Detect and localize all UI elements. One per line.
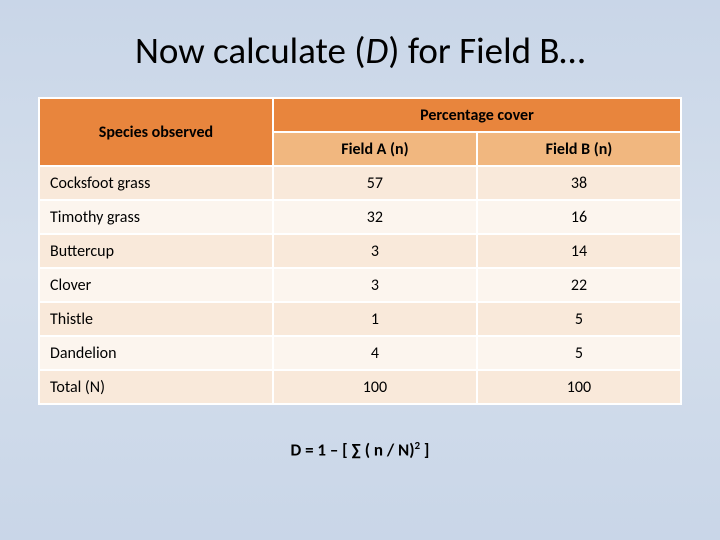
table-row: Timothy grass 32 16: [39, 200, 681, 234]
cell-species: Buttercup: [39, 234, 273, 268]
cell-field-a: 3: [273, 234, 477, 268]
cell-species: Dandelion: [39, 336, 273, 370]
title-var: D: [366, 28, 389, 73]
subheader-field-a: Field A (n): [273, 132, 477, 166]
header-species: Species observed: [39, 98, 273, 166]
subheader-field-b: Field B (n): [477, 132, 681, 166]
cell-field-b: 14: [477, 234, 681, 268]
cell-species: Cocksfoot grass: [39, 166, 273, 200]
table-row: Dandelion 4 5: [39, 336, 681, 370]
table-row: Buttercup 3 14: [39, 234, 681, 268]
cell-field-b: 22: [477, 268, 681, 302]
cell-species: Clover: [39, 268, 273, 302]
slide: Now calculate (D) for Field B… Species o…: [0, 0, 720, 540]
cell-field-b: 5: [477, 336, 681, 370]
cell-field-a: 32: [273, 200, 477, 234]
table-row: Total (N) 100 100: [39, 370, 681, 404]
table-row: Clover 3 22: [39, 268, 681, 302]
formula: D = 1 – [ ∑ ( n / N)2 ]: [38, 439, 682, 461]
cell-field-a: 100: [273, 370, 477, 404]
cell-field-a: 57: [273, 166, 477, 200]
cell-species: Total (N): [39, 370, 273, 404]
cell-field-b: 38: [477, 166, 681, 200]
cell-field-a: 4: [273, 336, 477, 370]
table-row: Cocksfoot grass 57 38: [39, 166, 681, 200]
formula-post: ]: [420, 440, 429, 461]
cell-field-a: 3: [273, 268, 477, 302]
cell-field-b: 5: [477, 302, 681, 336]
header-cover: Percentage cover: [273, 98, 681, 132]
table-row: Thistle 1 5: [39, 302, 681, 336]
title-pre: Now calculate (: [135, 28, 366, 73]
title-post: ) for Field B…: [388, 28, 585, 73]
data-table: Species observed Percentage cover Field …: [38, 97, 682, 405]
cell-field-a: 1: [273, 302, 477, 336]
cell-species: Timothy grass: [39, 200, 273, 234]
formula-pre: D = 1 – [ ∑ ( n / N): [291, 440, 415, 461]
cell-species: Thistle: [39, 302, 273, 336]
cell-field-b: 100: [477, 370, 681, 404]
slide-title: Now calculate (D) for Field B…: [38, 28, 682, 73]
cell-field-b: 16: [477, 200, 681, 234]
